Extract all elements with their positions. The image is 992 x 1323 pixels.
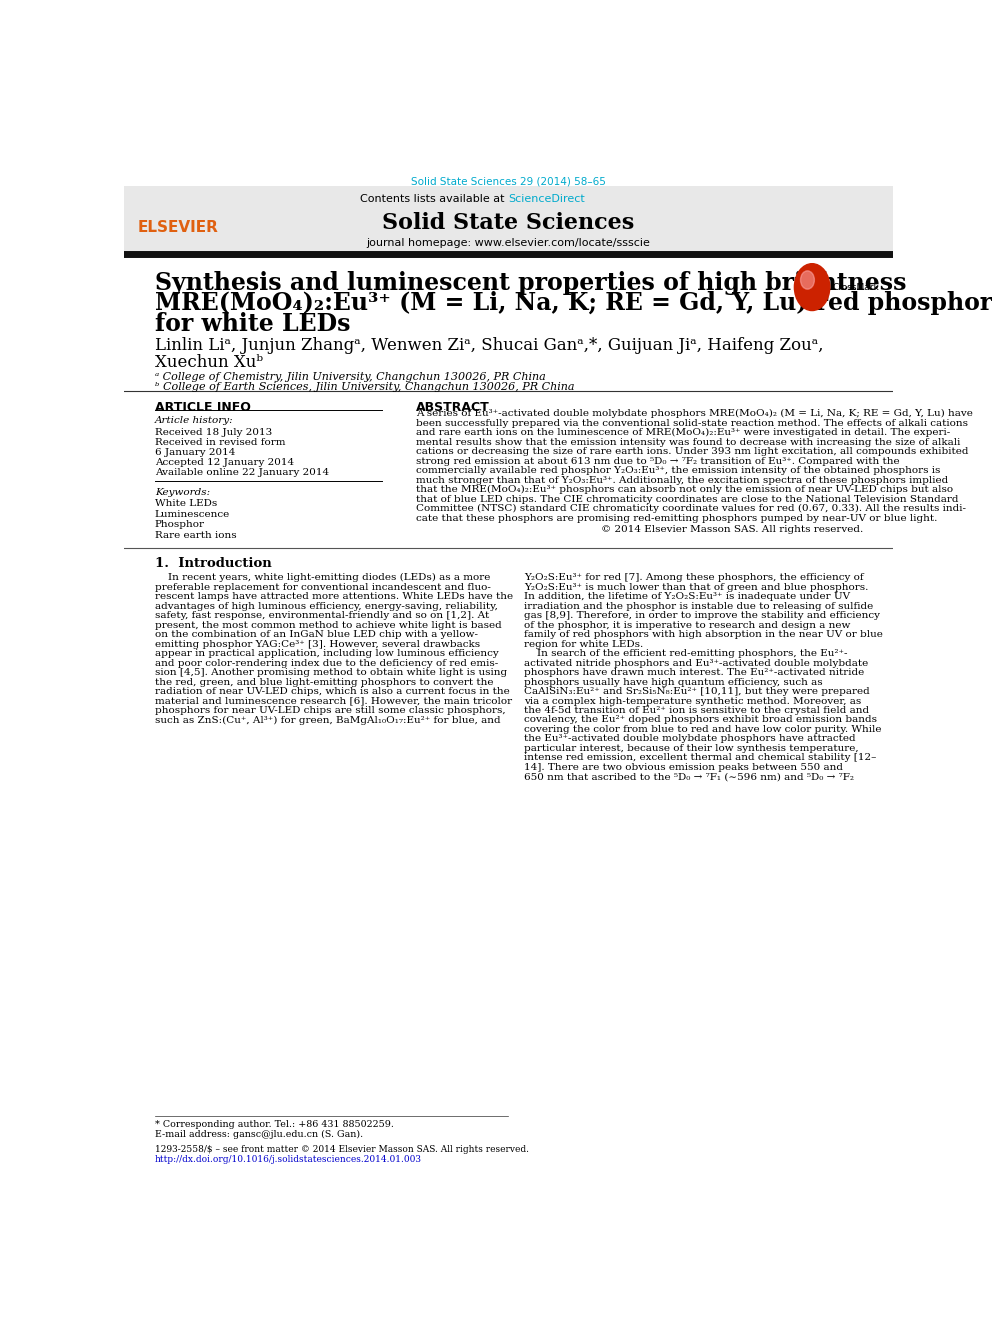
Text: In recent years, white light-emitting diodes (LEDs) as a more: In recent years, white light-emitting di…: [155, 573, 490, 582]
Text: intense red emission, excellent thermal and chemical stability [12–: intense red emission, excellent thermal …: [524, 753, 876, 762]
Circle shape: [795, 263, 829, 311]
Text: activated nitride phosphors and Eu³⁺-activated double molybdate: activated nitride phosphors and Eu³⁺-act…: [524, 659, 868, 668]
Text: ELSEVIER: ELSEVIER: [137, 220, 218, 235]
Text: Y₂O₂S:Eu³⁺ for red [7]. Among these phosphors, the efficiency of: Y₂O₂S:Eu³⁺ for red [7]. Among these phos…: [524, 573, 863, 582]
Text: Luminescence: Luminescence: [155, 509, 230, 519]
Text: of the phosphor, it is imperative to research and design a new: of the phosphor, it is imperative to res…: [524, 620, 850, 630]
Text: ABSTRACT: ABSTRACT: [417, 401, 490, 414]
Text: Solid State Sciences 29 (2014) 58–65: Solid State Sciences 29 (2014) 58–65: [411, 176, 606, 187]
Text: that the MRE(MoO₄)₂:Eu³⁺ phosphors can absorb not only the emission of near UV-L: that the MRE(MoO₄)₂:Eu³⁺ phosphors can a…: [417, 486, 953, 495]
Text: In search of the efficient red-emitting phosphors, the Eu²⁺-: In search of the efficient red-emitting …: [524, 650, 847, 658]
Text: safety, fast response, environmental-friendly and so on [1,2]. At: safety, fast response, environmental-fri…: [155, 611, 489, 620]
Text: ᵃ College of Chemistry, Jilin University, Changchun 130026, PR China: ᵃ College of Chemistry, Jilin University…: [155, 372, 546, 381]
Text: family of red phosphors with high absorption in the near UV or blue: family of red phosphors with high absorp…: [524, 630, 883, 639]
Text: Contents lists available at: Contents lists available at: [360, 194, 509, 205]
Text: CaAlSiN₃:Eu²⁺ and Sr₂Si₅N₈:Eu²⁺ [10,11], but they were prepared: CaAlSiN₃:Eu²⁺ and Sr₂Si₅N₈:Eu²⁺ [10,11],…: [524, 687, 870, 696]
Text: appear in practical application, including low luminous efficiency: appear in practical application, includi…: [155, 650, 499, 658]
Text: Phosphor: Phosphor: [155, 520, 204, 529]
Text: been successfully prepared via the conventional solid-state reaction method. The: been successfully prepared via the conve…: [417, 419, 968, 427]
Text: emitting phosphor YAG:Ce³⁺ [3]. However, several drawbacks: emitting phosphor YAG:Ce³⁺ [3]. However,…: [155, 640, 480, 648]
Text: A series of Eu³⁺-activated double molybdate phosphors MRE(MoO₄)₂ (M = Li, Na, K;: A series of Eu³⁺-activated double molybd…: [417, 409, 973, 418]
Text: covering the color from blue to red and have low color purity. While: covering the color from blue to red and …: [524, 725, 881, 734]
Text: Committee (NTSC) standard CIE chromaticity coordinate values for red (0.67, 0.33: Committee (NTSC) standard CIE chromatici…: [417, 504, 966, 513]
Text: preferable replacement for conventional incandescent and fluo-: preferable replacement for conventional …: [155, 583, 491, 591]
Text: that of blue LED chips. The CIE chromaticity coordinates are close to the Nation: that of blue LED chips. The CIE chromati…: [417, 495, 958, 504]
Text: on the combination of an InGaN blue LED chip with a yellow-: on the combination of an InGaN blue LED …: [155, 630, 478, 639]
Text: mental results show that the emission intensity was found to decrease with incre: mental results show that the emission in…: [417, 438, 960, 447]
Text: White LEDs: White LEDs: [155, 499, 217, 508]
Text: Linlin Liᵃ, Junjun Zhangᵃ, Wenwen Ziᵃ, Shucai Ganᵃ,*, Guijuan Jiᵃ, Haifeng Zouᵃ,: Linlin Liᵃ, Junjun Zhangᵃ, Wenwen Ziᵃ, S…: [155, 337, 823, 355]
Text: 1293-2558/$ – see front matter © 2014 Elsevier Masson SAS. All rights reserved.: 1293-2558/$ – see front matter © 2014 El…: [155, 1144, 529, 1154]
Text: 1.  Introduction: 1. Introduction: [155, 557, 272, 570]
Text: ARTICLE INFO: ARTICLE INFO: [155, 401, 251, 414]
Text: * Corresponding author. Tel.: +86 431 88502259.: * Corresponding author. Tel.: +86 431 88…: [155, 1121, 394, 1130]
Text: 650 nm that ascribed to the ⁵D₀ → ⁷F₁ (∼596 nm) and ⁵D₀ → ⁷F₂: 650 nm that ascribed to the ⁵D₀ → ⁷F₁ (∼…: [524, 773, 854, 782]
Text: particular interest, because of their low synthesis temperature,: particular interest, because of their lo…: [524, 744, 858, 753]
Text: cations or decreasing the size of rare earth ions. Under 393 nm light excitation: cations or decreasing the size of rare e…: [417, 447, 968, 456]
Text: Accepted 12 January 2014: Accepted 12 January 2014: [155, 458, 294, 467]
Text: material and luminescence research [6]. However, the main tricolor: material and luminescence research [6]. …: [155, 696, 512, 705]
Text: Received in revised form: Received in revised form: [155, 438, 286, 447]
Text: ScienceDirect: ScienceDirect: [509, 194, 585, 205]
Text: © 2014 Elsevier Masson SAS. All rights reserved.: © 2014 Elsevier Masson SAS. All rights r…: [601, 525, 864, 534]
Text: rescent lamps have attracted more attentions. White LEDs have the: rescent lamps have attracted more attent…: [155, 593, 513, 602]
Text: and rare earth ions on the luminescence of MRE(MoO₄)₂:Eu³⁺ were investigated in : and rare earth ions on the luminescence …: [417, 429, 950, 438]
Text: ᵇ College of Earth Sciences, Jilin University, Changchun 130026, PR China: ᵇ College of Earth Sciences, Jilin Unive…: [155, 382, 574, 392]
Text: region for white LEDs.: region for white LEDs.: [524, 640, 643, 648]
Circle shape: [801, 271, 814, 290]
Text: covalency, the Eu²⁺ doped phosphors exhibit broad emission bands: covalency, the Eu²⁺ doped phosphors exhi…: [524, 716, 877, 725]
Text: radiation of near UV-LED chips, which is also a current focus in the: radiation of near UV-LED chips, which is…: [155, 687, 510, 696]
Text: CrossMark: CrossMark: [833, 283, 880, 291]
Text: gas [8,9]. Therefore, in order to improve the stability and efficiency: gas [8,9]. Therefore, in order to improv…: [524, 611, 880, 620]
Text: Synthesis and luminescent properties of high brightness: Synthesis and luminescent properties of …: [155, 271, 907, 295]
Text: strong red emission at about 613 nm due to ⁵D₀ → ⁷F₂ transition of Eu³⁺. Compare: strong red emission at about 613 nm due …: [417, 456, 900, 466]
Text: phosphors usually have high quantum efficiency, such as: phosphors usually have high quantum effi…: [524, 677, 822, 687]
Text: journal homepage: www.elsevier.com/locate/ssscie: journal homepage: www.elsevier.com/locat…: [366, 238, 651, 249]
Text: http://dx.doi.org/10.1016/j.solidstatesciences.2014.01.003: http://dx.doi.org/10.1016/j.solidstatesc…: [155, 1155, 422, 1164]
Text: E-mail address: gansc@jlu.edu.cn (S. Gan).: E-mail address: gansc@jlu.edu.cn (S. Gan…: [155, 1130, 363, 1139]
Text: phosphors for near UV-LED chips are still some classic phosphors,: phosphors for near UV-LED chips are stil…: [155, 706, 505, 714]
FancyBboxPatch shape: [124, 187, 893, 253]
Text: sion [4,5]. Another promising method to obtain white light is using: sion [4,5]. Another promising method to …: [155, 668, 507, 677]
Text: such as ZnS:(Cu⁺, Al³⁺) for green, BaMgAl₁₀O₁₇:Eu²⁺ for blue, and: such as ZnS:(Cu⁺, Al³⁺) for green, BaMgA…: [155, 716, 500, 725]
Text: Solid State Sciences: Solid State Sciences: [382, 212, 635, 234]
Text: the 4f-5d transition of Eu²⁺ ion is sensitive to the crystal field and: the 4f-5d transition of Eu²⁺ ion is sens…: [524, 706, 869, 714]
Text: the red, green, and blue light-emitting phosphors to convert the: the red, green, and blue light-emitting …: [155, 677, 493, 687]
Text: In addition, the lifetime of Y₂O₂S:Eu³⁺ is inadequate under UV: In addition, the lifetime of Y₂O₂S:Eu³⁺ …: [524, 593, 850, 602]
Text: Y₂O₂S:Eu³⁺ is much lower than that of green and blue phosphors.: Y₂O₂S:Eu³⁺ is much lower than that of gr…: [524, 583, 868, 591]
Text: Keywords:: Keywords:: [155, 488, 210, 497]
Text: Xuechun Xuᵇ: Xuechun Xuᵇ: [155, 355, 263, 372]
Text: MRE(MoO₄)₂:Eu³⁺ (M = Li, Na, K; RE = Gd, Y, Lu) red phosphors: MRE(MoO₄)₂:Eu³⁺ (M = Li, Na, K; RE = Gd,…: [155, 291, 992, 315]
Text: Article history:: Article history:: [155, 417, 233, 426]
Text: and poor color-rendering index due to the deficiency of red emis-: and poor color-rendering index due to th…: [155, 659, 498, 668]
Text: the Eu³⁺-activated double molybdate phosphors have attracted: the Eu³⁺-activated double molybdate phos…: [524, 734, 855, 744]
Text: via a complex high-temperature synthetic method. Moreover, as: via a complex high-temperature synthetic…: [524, 696, 861, 705]
Text: Received 18 July 2013: Received 18 July 2013: [155, 427, 272, 437]
Text: advantages of high luminous efficiency, energy-saving, reliability,: advantages of high luminous efficiency, …: [155, 602, 498, 611]
Text: Available online 22 January 2014: Available online 22 January 2014: [155, 468, 329, 478]
Text: for white LEDs: for white LEDs: [155, 312, 350, 336]
Text: much stronger than that of Y₂O₃:Eu³⁺. Additionally, the excitation spectra of th: much stronger than that of Y₂O₃:Eu³⁺. Ad…: [417, 476, 948, 484]
Text: cate that these phosphors are promising red-emitting phosphors pumped by near-UV: cate that these phosphors are promising …: [417, 513, 937, 523]
Text: 14]. There are two obvious emission peaks between 550 and: 14]. There are two obvious emission peak…: [524, 763, 843, 771]
Text: Rare earth ions: Rare earth ions: [155, 531, 236, 540]
Text: present, the most common method to achieve white light is based: present, the most common method to achie…: [155, 620, 502, 630]
Text: irradiation and the phosphor is instable due to releasing of sulfide: irradiation and the phosphor is instable…: [524, 602, 873, 611]
Text: 6 January 2014: 6 January 2014: [155, 448, 235, 456]
Text: commercially available red phosphor Y₂O₃:Eu³⁺, the emission intensity of the obt: commercially available red phosphor Y₂O₃…: [417, 466, 940, 475]
Text: phosphors have drawn much interest. The Eu²⁺-activated nitride: phosphors have drawn much interest. The …: [524, 668, 864, 677]
